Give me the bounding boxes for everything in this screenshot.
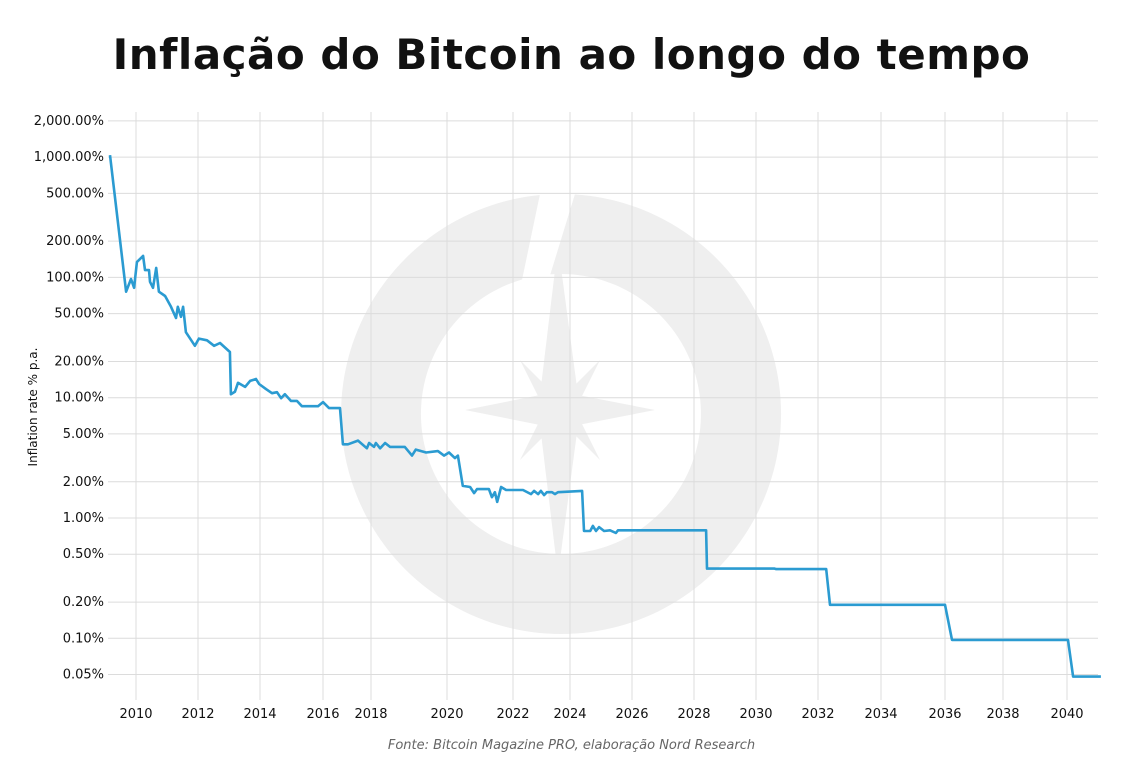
y-tick-label: 0.50% (63, 547, 104, 562)
y-tick-label: 1.00% (63, 511, 104, 526)
watermark-logo (341, 194, 782, 634)
x-tick-label: 2014 (243, 707, 276, 722)
x-tick-label: 2018 (354, 707, 387, 722)
source-note: Fonte: Bitcoin Magazine PRO, elaboração … (387, 738, 756, 753)
y-tick-label: 20.00% (54, 354, 104, 369)
x-tick-label: 2024 (553, 707, 586, 722)
y-tick-label: 0.20% (63, 595, 104, 610)
y-tick-label: 5.00% (63, 427, 104, 442)
watermark-gap (522, 194, 575, 282)
x-tick-label: 2022 (496, 707, 529, 722)
y-tick-label: 10.00% (54, 391, 104, 406)
watermark-ring-icon (341, 194, 782, 634)
y-tick-label: 500.00% (46, 186, 104, 201)
x-tick-label: 2040 (1050, 707, 1083, 722)
x-tick-label: 2012 (181, 707, 214, 722)
x-tick-label: 2028 (677, 707, 710, 722)
x-tick-label: 2032 (801, 707, 834, 722)
y-tick-label: 0.10% (63, 631, 104, 646)
x-tick-label: 2010 (119, 707, 152, 722)
y-tick-label: 50.00% (54, 307, 104, 322)
x-tick-label: 2038 (986, 707, 1019, 722)
x-tick-label: 2034 (864, 707, 897, 722)
y-tick-label: 1,000.00% (34, 150, 104, 165)
chart-title: Inflação do Bitcoin ao longo do tempo (112, 30, 1031, 79)
y-tick-label: 100.00% (46, 270, 104, 285)
y-tick-label: 200.00% (46, 234, 104, 249)
compass-star-icon (465, 245, 655, 575)
x-tick-label: 2020 (430, 707, 463, 722)
inflation-rate-line (108, 154, 1101, 678)
y-axis-label: Inflation rate % p.a. (26, 347, 40, 467)
y-tick-label: 2,000.00% (34, 114, 104, 129)
x-tick-label: 2036 (928, 707, 961, 722)
y-tick-label: 0.05% (63, 668, 104, 683)
x-tick-label: 2016 (306, 707, 339, 722)
x-tick-label: 2030 (739, 707, 772, 722)
y-tick-label: 2.00% (63, 475, 104, 490)
x-tick-label: 2026 (615, 707, 648, 722)
